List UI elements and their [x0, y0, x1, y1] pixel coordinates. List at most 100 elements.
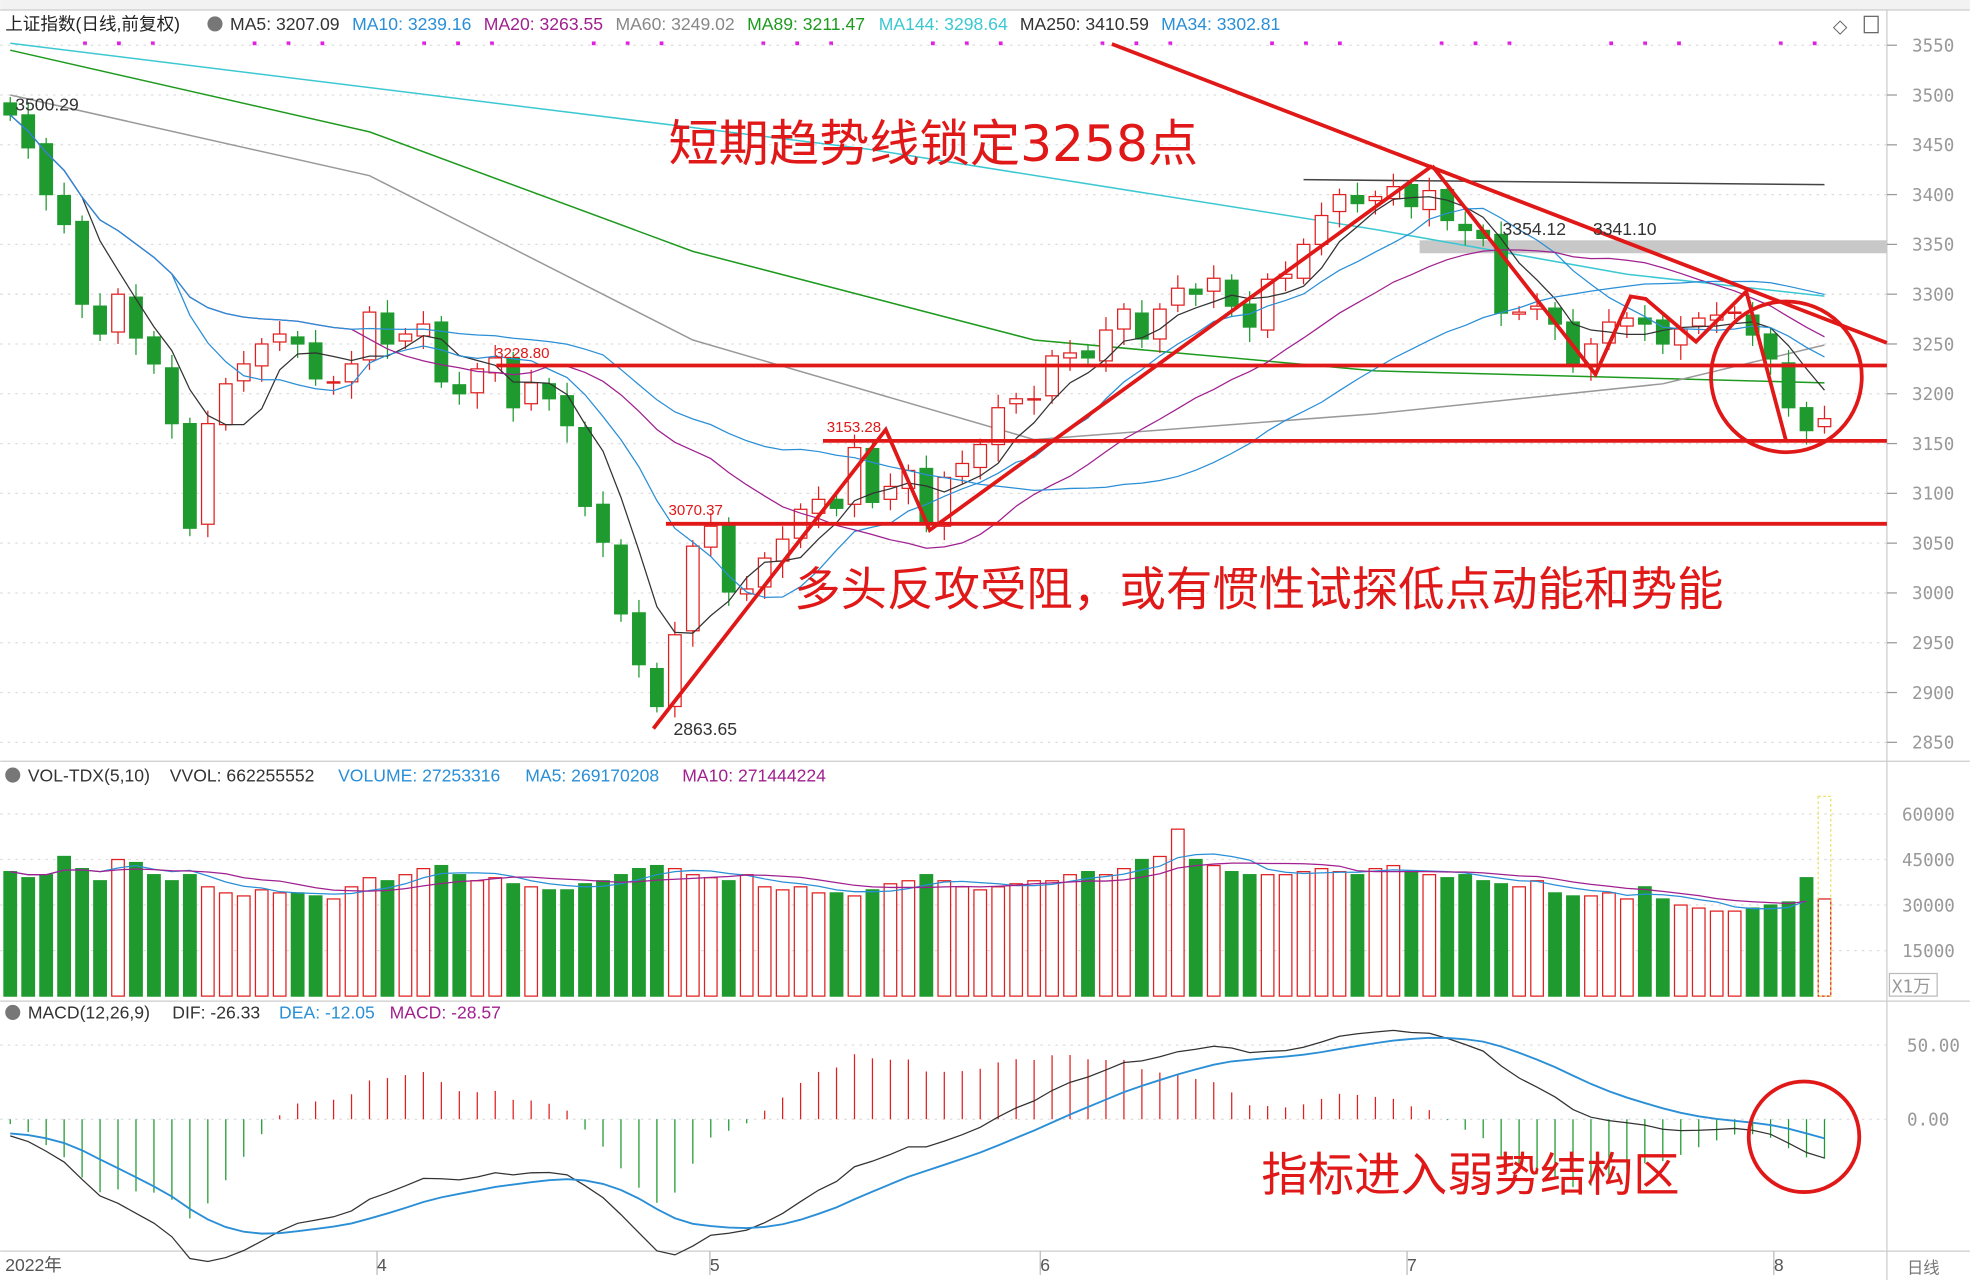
volume-bar — [1476, 880, 1491, 997]
signal-dot — [117, 41, 121, 46]
candle-body — [218, 383, 233, 426]
annotation-rebound: 多头反攻受阻，或有惯性试探低点动能和势能 — [794, 562, 1723, 616]
signal-dot — [490, 41, 494, 46]
volume-bar — [542, 889, 557, 997]
volume-bar — [524, 886, 539, 997]
volume-bar — [811, 892, 826, 997]
volume-bar — [1602, 892, 1616, 997]
collapse-icon[interactable] — [207, 16, 223, 32]
volume-bar — [1709, 910, 1724, 997]
candle-body — [452, 384, 467, 395]
volume-bar — [1817, 898, 1832, 997]
diamond-icon[interactable]: ◇ — [1833, 16, 1848, 37]
price-tick-label: 2900 — [1912, 684, 1954, 704]
volume-bar — [93, 880, 107, 997]
volume-bar — [757, 886, 772, 997]
volume-bar — [1530, 880, 1544, 997]
price-tick-label: 2850 — [1912, 734, 1954, 754]
macd-chart — [9, 1029, 1826, 1263]
ma-legend: 上证指数(日线,前复权) MA5: 3207.09 MA10: 3239.16 MA… — [5, 14, 1280, 34]
signal-dots — [83, 41, 1817, 46]
volume-bar — [308, 895, 323, 997]
candle-body — [955, 462, 970, 478]
candle-body — [129, 296, 143, 339]
volume-bar — [398, 874, 413, 997]
volume-tick-label: 15000 — [1902, 942, 1955, 962]
x-axis-label: 2022年 — [5, 1255, 62, 1275]
volume-tick-label: 60000 — [1902, 805, 1955, 825]
volume-bar — [1691, 907, 1706, 997]
macd-value: MACD: -28.57 — [390, 1003, 501, 1023]
volume-bar — [1188, 858, 1203, 997]
annotation-trendline: 短期趋势线锁定3258点 — [668, 114, 1198, 173]
volume-bar — [632, 867, 646, 997]
ma-legend-item: MA5: 3207.09 — [230, 14, 339, 34]
signal-dot — [1100, 41, 1105, 46]
volume-bar — [1117, 867, 1131, 997]
vol-title: VOL-TDX(5,10) — [28, 765, 150, 785]
ma-line-ma20 — [9, 114, 1825, 549]
x-axis-label: 6 — [1040, 1255, 1050, 1275]
timeframe-label: 日线 — [1907, 1260, 1940, 1278]
candle-body — [290, 336, 305, 345]
panel-toggle-icon[interactable] — [1863, 15, 1879, 34]
volume-bar — [775, 889, 790, 997]
volume-ma10-line — [10, 862, 1807, 905]
volume-bar — [614, 874, 628, 997]
price-tick-label: 3100 — [1912, 485, 1954, 505]
volume-bar — [506, 883, 521, 997]
macd-tick-label: 0.00 — [1907, 1110, 1949, 1130]
volume-bar — [272, 892, 287, 997]
volume-bar — [1045, 880, 1059, 997]
volume-unit: X1万 — [1892, 977, 1931, 997]
volume-bar — [1332, 871, 1347, 997]
ma-legend-item: MA60: 3249.02 — [615, 14, 734, 34]
volume-bar — [578, 883, 592, 997]
candle-body — [1799, 407, 1814, 432]
volume-bar — [236, 895, 251, 997]
volume-bar — [1260, 874, 1275, 997]
volume-bar — [452, 874, 467, 997]
price-tick-label: 3300 — [1912, 285, 1954, 305]
candle-body — [200, 423, 215, 525]
candle-body — [470, 368, 485, 394]
uptrend-line — [651, 164, 1434, 730]
volume-bar — [1404, 871, 1419, 997]
candle-body — [1619, 317, 1634, 327]
dea-line — [10, 1036, 1825, 1235]
candle-body — [111, 293, 125, 333]
volume-bar — [1368, 867, 1383, 997]
volume-bar — [1134, 858, 1149, 997]
candle-body — [1242, 303, 1257, 328]
volume-bar — [1458, 874, 1473, 997]
signal-dot — [286, 41, 291, 46]
signal-dot — [252, 41, 257, 46]
volume-bar — [1655, 898, 1670, 997]
volume-bar — [344, 886, 359, 997]
signal-dot — [795, 41, 800, 46]
candle-body — [1404, 184, 1419, 208]
dea-value: DEA: -12.05 — [279, 1003, 375, 1023]
volume-bar — [721, 880, 736, 997]
volume-bar — [865, 889, 880, 997]
x-axis-label: 7 — [1407, 1255, 1417, 1275]
signal-dot — [930, 41, 935, 46]
volume-bar — [1081, 871, 1095, 997]
candle-body — [1206, 277, 1221, 292]
candle-body — [973, 443, 988, 469]
candle-body — [1063, 352, 1077, 359]
candle-body — [578, 427, 592, 507]
volume-bar — [937, 880, 952, 997]
volume-bar — [1637, 886, 1652, 997]
volume-bar — [147, 874, 161, 997]
volume-bar — [1745, 907, 1760, 997]
signal-dot — [1168, 41, 1173, 46]
collapse-icon[interactable] — [5, 767, 21, 783]
candle-body — [1314, 214, 1329, 246]
candlesticks — [3, 97, 1832, 718]
signal-dot — [456, 41, 460, 46]
candle-body — [1224, 279, 1239, 307]
volume-bar — [829, 892, 844, 997]
collapse-icon[interactable] — [5, 1004, 21, 1020]
candle-body — [721, 522, 736, 593]
